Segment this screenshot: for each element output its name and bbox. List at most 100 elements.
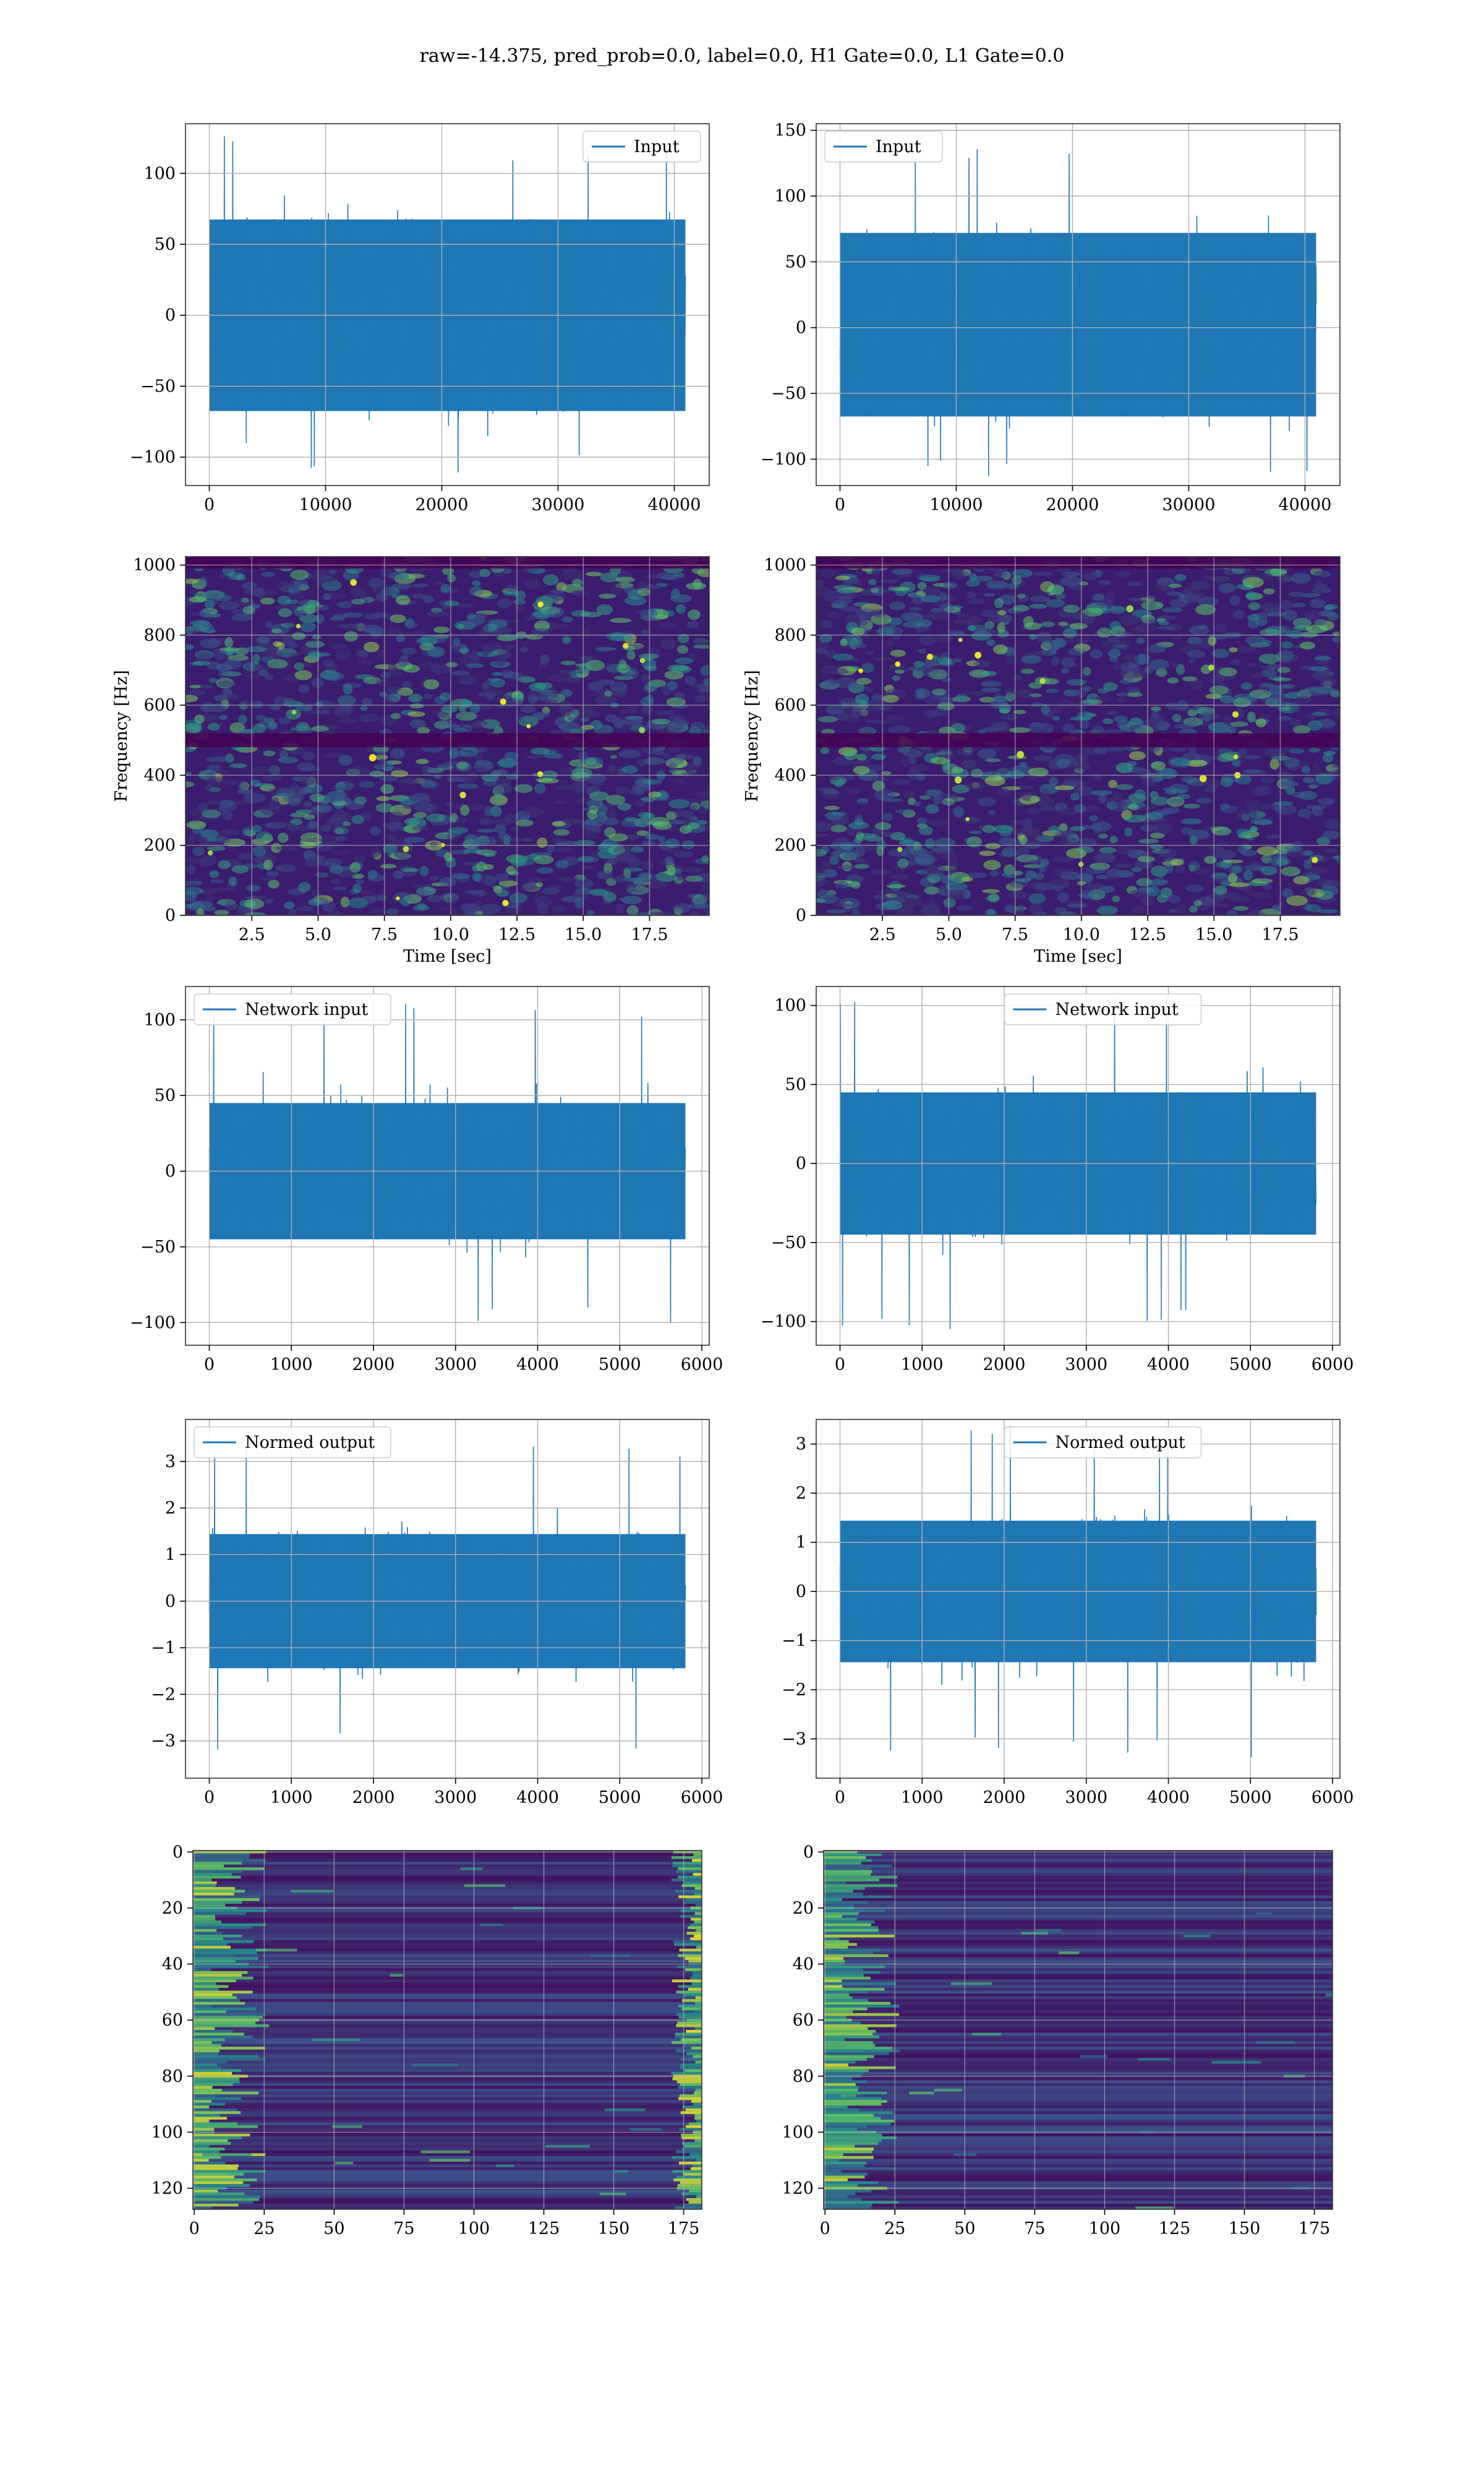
spectrogram-blob [675,657,694,664]
spectrogram-blob [1164,863,1174,873]
feature-row [193,1940,702,1944]
spectrogram-blob [440,719,453,724]
spectrogram-hotspot [459,792,466,798]
spectrogram-blob [879,579,900,583]
feature-edge-streak [193,1909,267,1913]
spectrogram-hotspot [958,638,963,642]
feature-row [824,1985,1333,1988]
feature-edge-streak [193,2144,210,2148]
spectrogram-blob [498,831,508,841]
spectrogram-blob [1096,627,1112,638]
spectrogram-blob [200,829,219,838]
spectrogram-blob [1229,721,1248,727]
spectrogram-blob [255,714,267,721]
spectrogram-blob [652,718,671,725]
spectrogram-blob [241,597,249,603]
spectrogram-blob [1063,604,1080,613]
spectrogram-blob [313,567,328,578]
subplot-row2-right: 2.5 5.0 7.5 10.0 12.5 15.0 17.5020040060080010… [743,556,1341,966]
feature-edge-streak [695,2060,702,2064]
spectrogram-blob [203,905,216,912]
feature-edge-streak [193,2044,221,2047]
spectrogram-blob [926,873,946,880]
spectrogram-blob [600,572,619,583]
spectrogram-blob [892,675,901,682]
spectrogram-hotspot [1126,605,1134,613]
spectrogram-blob [1278,697,1287,708]
spectrogram-blob [571,768,593,779]
spectrogram-blob [1171,661,1179,669]
spectrogram-blob [991,699,1009,709]
grid [186,124,709,486]
feature-edge-streak [193,1881,217,1885]
heatmap-image [186,557,709,915]
spectrogram-blob [472,872,482,882]
feature-edge-streak [683,1901,702,1904]
feature-row [824,2189,1333,2193]
spectrogram-blob [1193,867,1210,875]
feature-edge-streak [672,2155,702,2160]
spectrogram-blob [592,827,602,833]
spectrogram-blob [360,717,371,722]
ytick-label: 3 [796,1435,806,1454]
ytick-label: 100 [151,2123,183,2142]
feature-row [824,2047,1333,2050]
spectrogram-blob [1242,769,1261,774]
spectrogram-blob [427,895,442,903]
spectrogram-blob [854,863,869,870]
spectrogram-blob [1208,636,1217,646]
spectrogram-blob [206,756,229,763]
spectrogram-blob [681,840,695,850]
spectrogram-blob [446,777,466,782]
spectrogram-blob [816,878,829,885]
feature-row [824,1909,1333,1913]
spectrogram-blob [863,687,875,691]
spectrogram-blob [498,758,518,768]
feature-edge-streak [824,2010,853,2014]
spectrogram-blob [1309,666,1328,672]
spectrogram-blob [1143,823,1156,833]
feature-row [824,2013,1333,2016]
feature-row [193,2021,702,2025]
spectrogram-blob [324,593,346,599]
spectrogram-blob [894,669,905,674]
spectrogram-blob [188,589,198,596]
feature-mid-streak [227,2173,240,2177]
spectrogram-blob [1136,637,1145,644]
feature-row [824,2155,1333,2160]
spectrogram-blob [694,695,706,703]
spectrogram-blob [874,822,892,830]
spectrogram-blob [404,622,419,628]
spectrogram-blob [1298,690,1311,697]
spectrogram-blob [335,649,351,661]
spectrogram-blob [1307,720,1323,731]
spectrogram-blob [673,573,685,577]
ytick-label: −1 [151,1638,176,1658]
feature-mid-streak [460,1867,483,1871]
spectrogram-blob [976,628,997,635]
ytick-label: −3 [782,1729,806,1748]
spectrogram-blob [876,627,895,636]
feature-row [193,1867,702,1871]
spectrogram-blob [581,710,600,719]
spectrogram-blob [1263,588,1275,595]
spectrogram-hotspot [1208,664,1214,671]
spectrogram-blob [1056,758,1070,769]
feature-edge-streak [689,1923,702,1927]
spectrogram-blob [273,641,283,647]
feature-edge-streak [824,2060,856,2064]
spectrogram-blob [1187,649,1206,659]
feature-row [193,2089,702,2092]
spectrogram-blob [673,853,689,858]
spectrogram-blob [1149,643,1167,653]
spectrogram-blob [534,783,546,794]
feature-mid-streak [1059,1951,1080,1955]
spectrogram-blob [1156,583,1169,591]
spectrogram-blob [930,756,950,765]
feature-edge-streak [824,2032,873,2036]
feature-edge-streak [193,1937,223,1941]
spectrogram-blob [604,690,612,697]
legend: Normed output [1004,1426,1202,1458]
spectrogram-blob [1190,680,1204,690]
